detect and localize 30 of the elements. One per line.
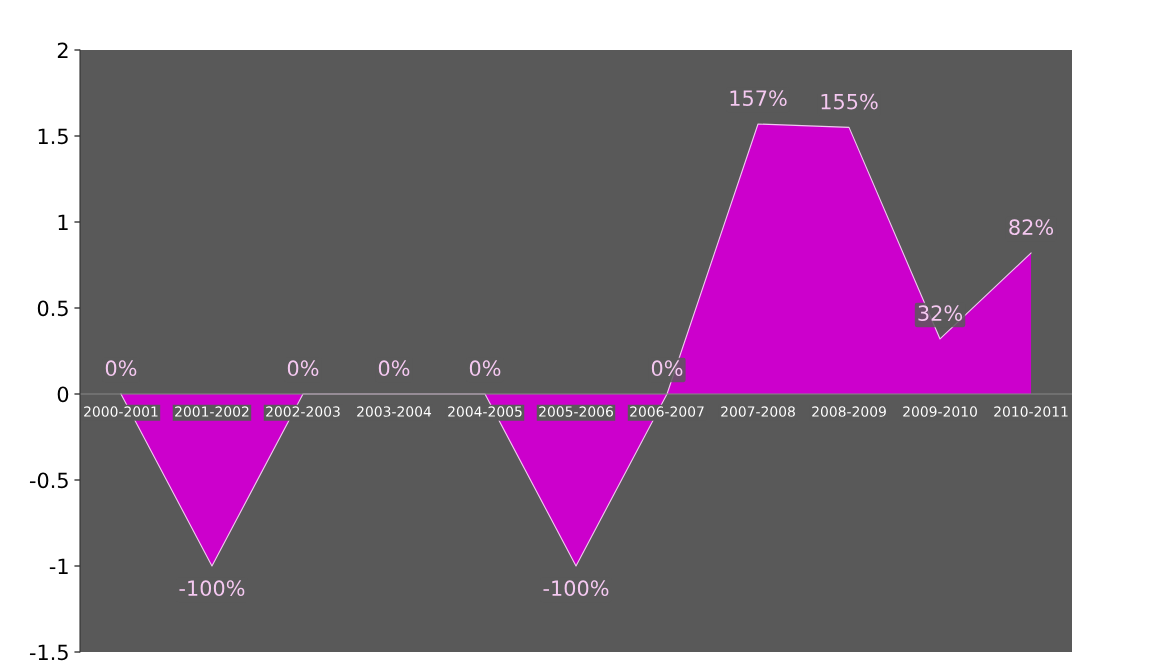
y-tick-label: 2 [57, 42, 68, 58]
x-tick-label: 2010-2011 [994, 406, 1068, 417]
y-tick-label: 0.5 [37, 300, 68, 317]
data-label: 0% [287, 360, 319, 377]
y-tick-label: 0 [57, 386, 69, 403]
y-tick-label: -1.5 [29, 644, 68, 661]
x-tick-label: 2001-2002 [175, 406, 249, 417]
x-tick-label: 2004-2005 [448, 406, 522, 417]
x-tick-label: 2000-2001 [84, 406, 158, 417]
x-tick-label: 2002-2003 [266, 406, 340, 417]
y-tick-label: -0.5 [29, 472, 68, 489]
x-tick-label: 2008-2009 [812, 406, 886, 417]
data-label: 155% [821, 93, 878, 110]
x-tick-label: 2003-2004 [357, 406, 432, 417]
data-label: 32% [918, 305, 963, 322]
y-tick-label: -1 [49, 558, 68, 574]
x-tick-label: 2005-2006 [539, 406, 613, 417]
data-label: 0% [651, 360, 683, 377]
x-tick-label: 2007-2008 [721, 406, 795, 417]
data-label: 82% [1009, 219, 1054, 236]
data-label: 0% [469, 360, 501, 377]
data-label: -100% [543, 580, 609, 597]
y-tick-label: 1.5 [38, 128, 68, 145]
data-label: -100% [179, 580, 245, 597]
data-label: 0% [105, 360, 137, 377]
y-tick-label: 1 [58, 214, 68, 230]
data-label: 157% [730, 90, 787, 107]
data-label: 0% [378, 360, 410, 377]
x-tick-label: 2006-2007 [630, 406, 704, 417]
x-tick-label: 2009-2010 [903, 406, 977, 417]
